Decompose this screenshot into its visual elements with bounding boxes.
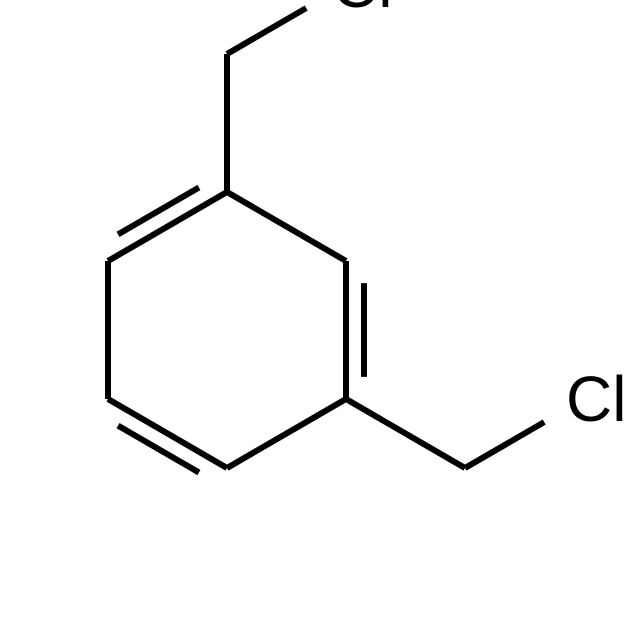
molecule-diagram: Cl Cl — [0, 0, 640, 628]
bond-line — [465, 422, 544, 468]
bond-line — [118, 426, 199, 473]
bond-line — [227, 192, 346, 261]
atom-label-cl1: Cl — [332, 0, 392, 21]
bond-line — [227, 8, 306, 54]
bond-line — [118, 187, 199, 234]
atom-label-cl2: Cl — [566, 363, 626, 435]
bond-line — [346, 399, 465, 468]
bond-line — [227, 399, 346, 468]
